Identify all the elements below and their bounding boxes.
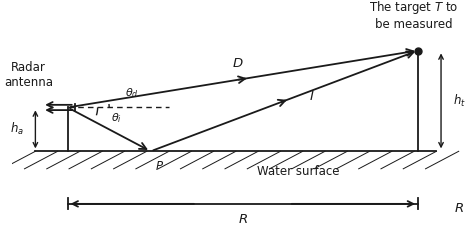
Text: $R$: $R$: [238, 213, 248, 226]
Text: $I$: $I$: [309, 90, 315, 103]
Text: $R$: $R$: [455, 202, 465, 215]
Text: $\theta_d$: $\theta_d$: [125, 86, 139, 100]
Text: $P$: $P$: [155, 160, 164, 173]
Text: The target $T$ to
be measured: The target $T$ to be measured: [369, 0, 458, 31]
Text: Water surface: Water surface: [257, 164, 339, 177]
Text: $D$: $D$: [232, 57, 244, 70]
Text: Radar
antenna: Radar antenna: [4, 61, 53, 89]
Text: $\theta_i$: $\theta_i$: [110, 112, 121, 125]
Text: $h_a$: $h_a$: [10, 121, 24, 137]
Text: $h_t$: $h_t$: [453, 93, 466, 109]
